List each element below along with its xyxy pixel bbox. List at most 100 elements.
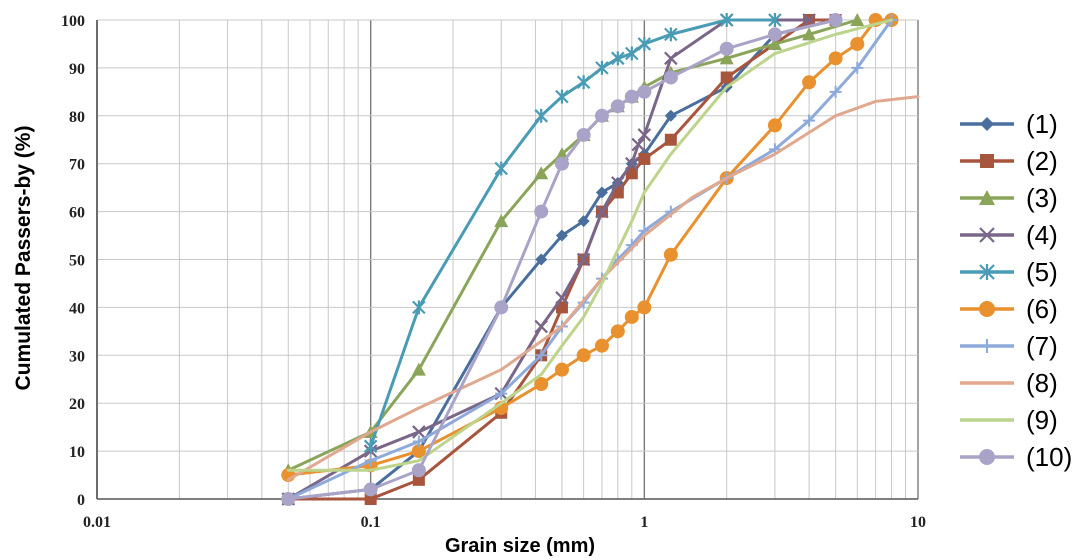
series-3	[281, 13, 865, 477]
data-point	[595, 60, 609, 75]
legend-label: (1)	[1026, 109, 1058, 139]
data-point	[979, 190, 995, 205]
data-point	[611, 176, 625, 190]
data-point	[664, 27, 678, 42]
data-point	[664, 51, 678, 66]
data-point	[411, 444, 426, 459]
data-point	[554, 362, 569, 377]
y-tick-label: 20	[69, 396, 85, 413]
legend-label: (5)	[1026, 257, 1058, 287]
legend-entry: (7)	[960, 331, 1058, 361]
legend-entry: (5)	[960, 257, 1058, 287]
series-5	[363, 13, 782, 454]
legend-label: (10)	[1026, 442, 1072, 472]
legend-entry: (2)	[960, 146, 1058, 176]
data-point	[979, 301, 995, 317]
data-point	[577, 215, 590, 228]
data-point	[767, 118, 782, 133]
data-point	[829, 85, 842, 98]
legend-label: (3)	[1026, 183, 1058, 213]
data-point	[534, 108, 549, 123]
data-point	[364, 493, 377, 505]
data-point	[576, 75, 591, 90]
data-point	[535, 349, 548, 362]
data-point	[555, 229, 568, 242]
data-point	[980, 339, 994, 353]
series-line	[286, 18, 893, 477]
data-point	[494, 214, 509, 228]
data-point	[535, 253, 548, 266]
series-8	[286, 95, 920, 482]
data-point	[534, 319, 549, 334]
data-point	[625, 46, 639, 61]
data-point	[594, 108, 609, 123]
data-point	[554, 156, 569, 171]
data-point	[576, 348, 591, 363]
series-6	[281, 13, 899, 483]
data-point	[637, 128, 652, 142]
y-tick-label: 80	[69, 109, 85, 126]
data-point	[412, 473, 425, 486]
data-point	[624, 309, 639, 324]
series-line	[286, 95, 920, 482]
legend-label: (6)	[1026, 294, 1058, 324]
data-point	[412, 425, 426, 439]
data-point	[594, 338, 609, 353]
legend-label: (7)	[1026, 331, 1058, 361]
data-point	[664, 109, 677, 122]
legend-entry: (9)	[960, 405, 1058, 435]
data-point	[631, 137, 646, 152]
data-point	[979, 449, 995, 465]
y-tick-label: 0	[77, 492, 85, 509]
x-axis-title: Grain size (mm)	[445, 535, 595, 557]
data-point	[555, 89, 569, 104]
data-point	[719, 41, 734, 56]
data-point	[412, 435, 425, 448]
y-tick-label: 30	[69, 348, 85, 365]
series-10	[281, 13, 843, 506]
data-point	[638, 152, 651, 165]
data-point	[720, 71, 733, 84]
series-line	[369, 18, 777, 448]
data-point	[637, 300, 652, 315]
x-tick-label: 10	[910, 514, 926, 531]
data-point	[576, 252, 591, 267]
data-series	[281, 13, 920, 506]
legend-label: (9)	[1026, 405, 1058, 435]
data-point	[850, 13, 865, 26]
data-point	[534, 377, 549, 392]
data-point	[534, 166, 549, 180]
data-point	[979, 227, 995, 243]
data-point	[611, 51, 625, 66]
data-point	[363, 482, 378, 497]
data-point	[719, 51, 734, 65]
data-point	[803, 114, 816, 127]
legend-label: (4)	[1026, 220, 1058, 250]
legend-entry: (3)	[960, 183, 1058, 213]
legend-entry: (8)	[960, 368, 1058, 398]
y-tick-label: 90	[69, 61, 85, 78]
data-point	[595, 186, 608, 199]
x-tick-label: 0.1	[361, 514, 381, 531]
data-point	[767, 27, 782, 42]
axes	[96, 20, 918, 500]
x-tick-label: 0.01	[83, 514, 111, 531]
data-point	[637, 84, 652, 99]
data-point	[624, 89, 639, 104]
data-point	[663, 70, 678, 85]
data-point	[802, 75, 817, 90]
data-point	[411, 463, 426, 478]
data-point	[625, 156, 639, 171]
data-point	[610, 99, 625, 114]
data-point	[281, 492, 296, 506]
series-line	[286, 18, 893, 501]
legend: (1) (2) (3) (4) (5) (6) (7) (8) (9) (10)	[960, 109, 1072, 472]
data-point	[534, 204, 549, 219]
data-point	[664, 133, 677, 146]
data-point	[719, 13, 734, 27]
data-point	[979, 264, 995, 280]
grid	[96, 19, 919, 500]
data-point	[495, 387, 508, 400]
data-point	[828, 13, 843, 27]
